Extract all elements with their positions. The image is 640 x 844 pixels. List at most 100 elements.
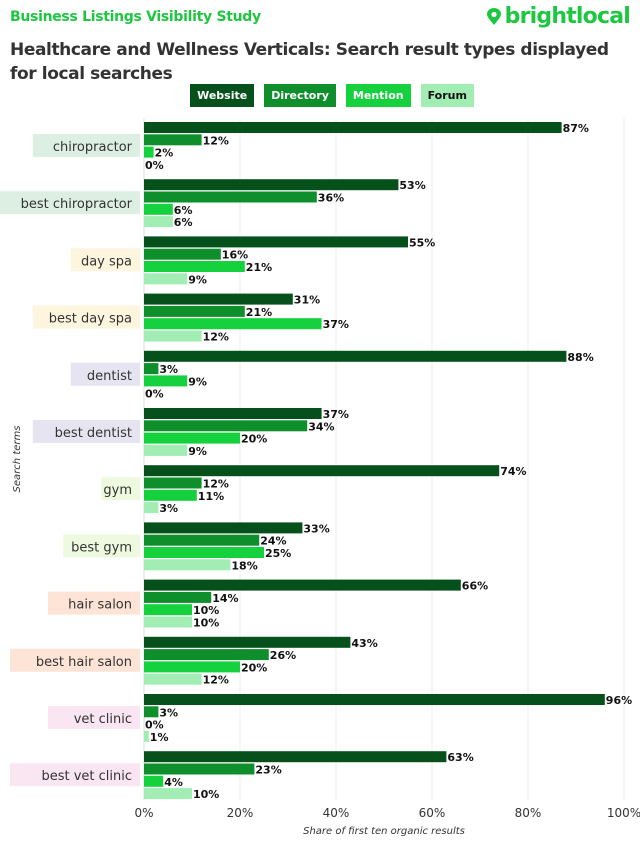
data-label: 26% [270, 649, 296, 662]
category-label: day spa [81, 254, 132, 269]
bar-mention [144, 661, 240, 673]
bar-website [144, 751, 447, 763]
data-label: 10% [193, 788, 219, 801]
bar-website [144, 236, 408, 248]
data-label: 53% [399, 179, 425, 192]
bar-directory [144, 591, 212, 603]
bar-directory [144, 477, 202, 489]
bar-forum [144, 216, 173, 228]
y-axis-label: Search terms [12, 426, 23, 493]
bar-website [144, 122, 562, 133]
legend: Website Directory Mention Forum [0, 84, 640, 107]
bar-forum [144, 559, 231, 571]
category-label: best vet clinic [41, 769, 132, 784]
x-tick-label: 40% [323, 806, 350, 820]
legend-item-forum: Forum [420, 84, 474, 107]
bar-directory [144, 706, 159, 718]
bar-forum [144, 788, 192, 800]
category-label-bg [10, 763, 140, 787]
bar-mention [144, 203, 173, 215]
category-label: best dentist [55, 426, 132, 441]
bar-website [144, 465, 500, 477]
bar-mention [144, 261, 245, 272]
data-label: 96% [606, 694, 632, 707]
bar-website [144, 293, 293, 305]
category-label-bg [32, 419, 140, 443]
category-label: best gym [71, 540, 132, 555]
category-label: best day spa [49, 312, 132, 327]
bar-directory [144, 363, 159, 375]
bar-forum [144, 730, 149, 742]
bar-forum [144, 502, 159, 514]
data-label: 9% [188, 273, 207, 286]
data-label: 34% [308, 420, 334, 433]
location-pin-heart-icon [486, 7, 501, 25]
data-label: 12% [203, 478, 229, 491]
data-label: 87% [563, 122, 589, 135]
data-label: 23% [255, 764, 281, 777]
bar-website [144, 350, 567, 362]
data-label: 3% [159, 363, 178, 376]
bar-mention [144, 547, 264, 558]
data-label: 12% [203, 331, 229, 344]
bar-mention [144, 489, 197, 501]
data-label: 9% [188, 445, 207, 458]
category-label-bg [10, 648, 140, 672]
bar-directory [144, 420, 308, 432]
x-tick-label: 60% [419, 806, 446, 820]
data-label: 21% [246, 261, 272, 274]
category-label-bg [32, 133, 140, 157]
category-label-bg [101, 477, 140, 501]
data-label: 55% [409, 236, 435, 249]
bar-website [144, 579, 461, 591]
bar-forum [144, 616, 192, 628]
data-label: 3% [159, 502, 178, 515]
category-label: best chiropractor [21, 197, 133, 212]
data-label: 20% [241, 433, 267, 446]
data-label: 11% [198, 490, 224, 503]
bar-directory [144, 649, 269, 661]
category-label-bg [70, 248, 140, 272]
data-label: 0% [145, 719, 164, 732]
data-label: 0% [145, 159, 164, 172]
x-axis-label: Share of first ten organic results [303, 826, 465, 837]
bar-directory [144, 534, 260, 546]
data-label: 14% [212, 592, 238, 605]
data-label: 4% [164, 776, 183, 789]
legend-item-directory: Directory [264, 84, 336, 107]
data-label: 33% [303, 522, 329, 535]
category-label: chiropractor [53, 140, 133, 155]
data-label: 37% [323, 408, 349, 421]
data-label: 3% [159, 706, 178, 719]
category-label: hair salon [68, 598, 132, 613]
bar-mention [144, 775, 164, 787]
category-label-bg [63, 534, 141, 558]
data-label: 12% [203, 134, 229, 147]
category-label: dentist [87, 369, 132, 384]
bar-website [144, 522, 303, 534]
x-tick-label: 100% [607, 806, 640, 820]
data-label: 10% [193, 617, 219, 630]
bar-mention [144, 432, 240, 444]
bar-directory [144, 248, 221, 260]
bar-directory [144, 134, 202, 146]
data-label: 16% [222, 249, 248, 262]
bar-forum [144, 444, 188, 456]
legend-item-website: Website [190, 84, 255, 107]
data-label: 21% [246, 306, 272, 319]
data-label: 18% [231, 559, 257, 572]
category-label: best hair salon [36, 655, 132, 670]
data-label: 66% [462, 580, 488, 593]
data-label: 10% [193, 604, 219, 617]
data-label: 43% [351, 637, 377, 650]
data-label: 6% [174, 204, 193, 217]
bar-website [144, 179, 399, 191]
data-label: 2% [155, 147, 174, 160]
data-label: 63% [447, 751, 473, 764]
data-label: 24% [260, 535, 286, 548]
category-label: gym [103, 483, 132, 498]
data-label: 20% [241, 661, 267, 674]
bar-website [144, 636, 351, 648]
data-label: 6% [174, 216, 193, 229]
